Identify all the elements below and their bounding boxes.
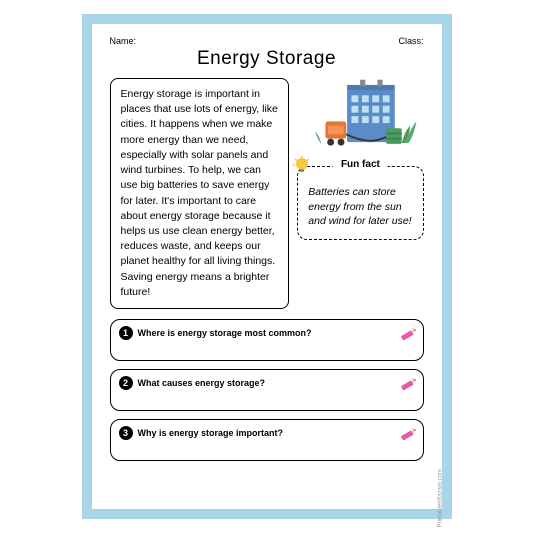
question-box: 3 Why is energy storage important? [110,419,424,461]
building-illustration [297,78,423,156]
right-column: Fun fact Batteries can store energy from… [297,78,423,309]
worksheet-page: Name: Class: Energy Storage Energy stora… [92,24,442,509]
question-number: 2 [119,376,133,390]
questions-section: 1 Where is energy storage most common? 2… [110,319,424,461]
class-label: Class: [398,36,423,46]
energy-storage-icon [297,78,423,156]
watermark: PrintablesBazaar.com [438,469,444,527]
question-text: Why is energy storage important? [138,428,284,438]
header-row: Name: Class: [110,36,424,46]
question-text: What causes energy storage? [138,378,266,388]
pencil-icon [399,374,417,397]
funfact-label: Fun fact [333,158,388,172]
pencil-icon [399,424,417,447]
page-title: Energy Storage [110,48,424,70]
question-number: 3 [119,426,133,440]
lightbulb-icon [292,155,312,180]
question-number: 1 [119,326,133,340]
question-box: 2 What causes energy storage? [110,369,424,411]
question-box: 1 Where is energy storage most common? [110,319,424,361]
content-row: Energy storage is important in places th… [110,78,424,309]
question-text: Where is energy storage most common? [138,328,312,338]
pencil-icon [399,324,417,347]
funfact-text: Batteries can store energy from the sun … [308,186,411,227]
name-label: Name: [110,36,137,46]
funfact-container: Fun fact Batteries can store energy from… [297,166,423,240]
funfact-box: Fun fact Batteries can store energy from… [297,166,423,240]
worksheet-frame: Name: Class: Energy Storage Energy stora… [82,14,452,519]
reading-passage: Energy storage is important in places th… [110,78,290,309]
